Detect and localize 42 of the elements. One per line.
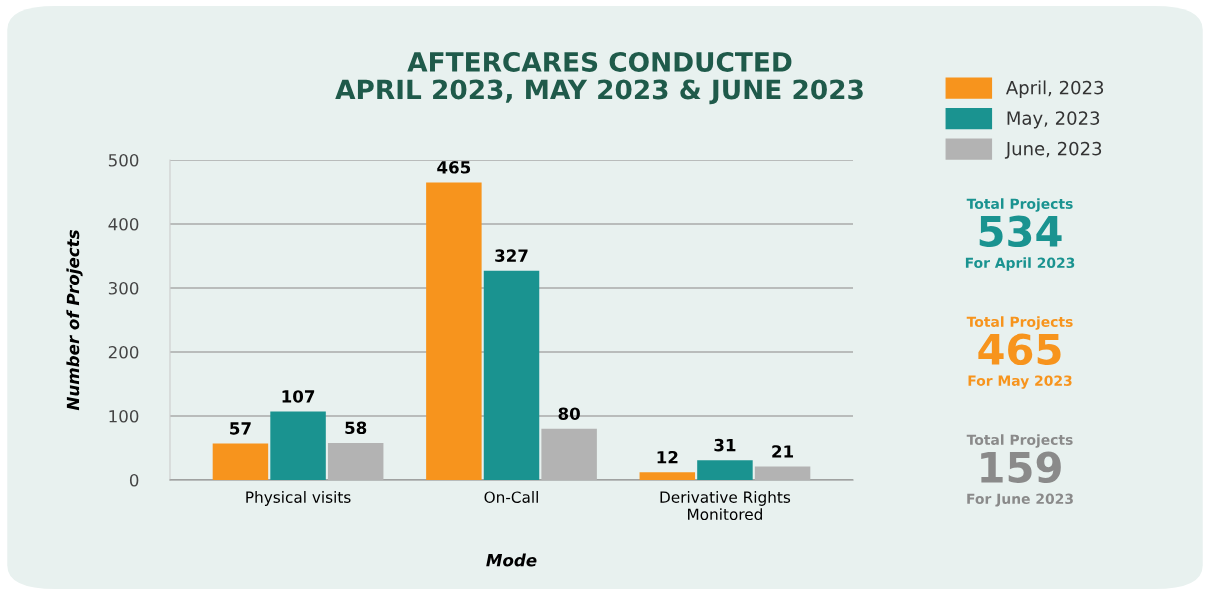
chart-title: AFTERCARES CONDUCTED APRIL 2023, MAY 2023 & JUNE 2023 <box>335 51 863 105</box>
text: For June 2023 <box>967 493 1073 507</box>
text: Total Projects <box>966 316 1073 330</box>
bar <box>639 472 696 480</box>
data-label: 465 <box>437 161 471 174</box>
legend-label: May, 2023 <box>1007 111 1100 129</box>
y-tick-label: 300 <box>108 281 139 295</box>
text: 465 <box>978 333 1061 366</box>
legend-label: June, 2023 <box>1004 141 1102 159</box>
bar <box>697 460 753 480</box>
data-label: 107 <box>282 390 315 403</box>
bar <box>327 442 384 480</box>
bar <box>212 443 269 480</box>
data-label: 12 <box>657 450 678 464</box>
x-tick-label: Derivative Rights Monitored <box>660 491 791 521</box>
data-label: 80 <box>558 407 580 421</box>
text: For May 2023 <box>968 375 1072 389</box>
data-label: 327 <box>495 249 528 262</box>
text: 534 <box>979 215 1062 248</box>
x-axis-title: Mode <box>486 553 537 567</box>
text: For April 2023 <box>965 257 1075 271</box>
x-tick-label: On-Call <box>484 491 538 503</box>
text: 159 <box>981 451 1061 484</box>
data-label: 31 <box>714 438 736 452</box>
y-tick-label: 500 <box>108 153 139 167</box>
bar <box>754 466 811 480</box>
y-tick-label: 200 <box>108 345 139 359</box>
bar <box>541 428 597 480</box>
text: Total Projects <box>966 198 1073 212</box>
data-label: 58 <box>345 421 367 435</box>
x-tick-label: Physical visits <box>246 491 351 506</box>
bar <box>270 411 326 480</box>
y-tick-label: 400 <box>108 217 139 231</box>
bar <box>483 270 540 480</box>
y-tick-label: 100 <box>109 409 139 423</box>
y-tick-label: 0 <box>129 473 139 487</box>
y-axis-title: Number of Projects <box>66 230 83 411</box>
data-label: 57 <box>230 422 251 435</box>
bar <box>426 182 482 480</box>
text: Total Projects <box>966 434 1073 448</box>
legend-label: April, 2023 <box>1005 80 1104 98</box>
data-label: 21 <box>772 445 794 458</box>
